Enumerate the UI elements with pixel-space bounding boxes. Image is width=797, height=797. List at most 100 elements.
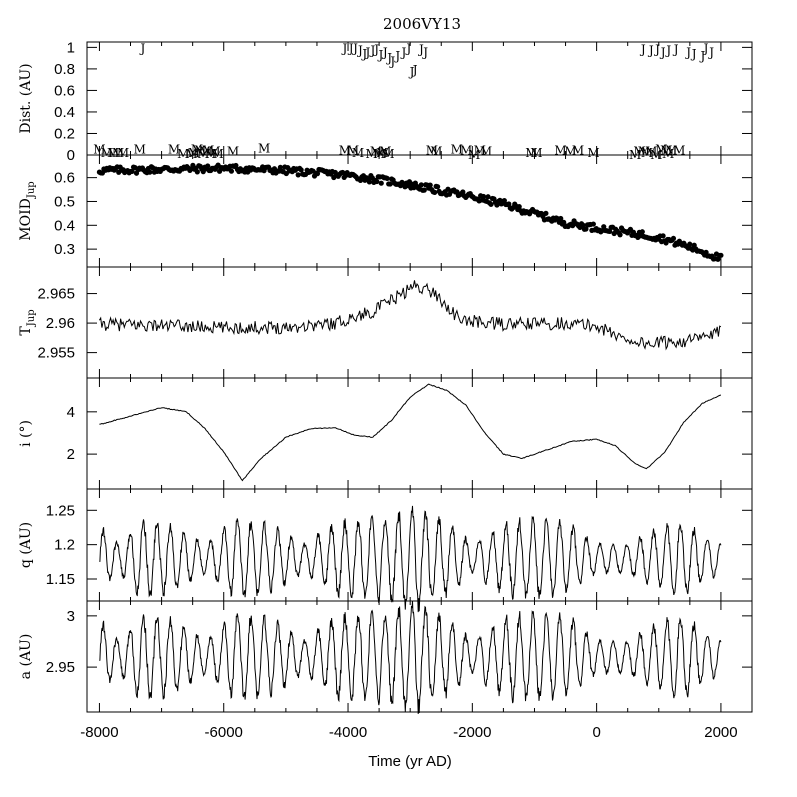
- panel-incl: 2 4 i (°): [18, 377, 753, 490]
- y-tick-label: 2.965: [37, 286, 75, 303]
- y-tick-label: 0.2: [54, 125, 75, 142]
- y-tick-label: 0.4: [54, 104, 75, 121]
- data-point-j: J: [647, 44, 654, 58]
- data-point-m: M: [352, 146, 364, 160]
- data-point-m: M: [134, 143, 146, 157]
- y-tick-label: 2.96: [46, 315, 75, 332]
- data-point: [660, 233, 666, 239]
- data-point-j: J: [388, 54, 395, 68]
- data-point-j: J: [356, 44, 363, 58]
- data-point-j: J: [664, 44, 671, 58]
- data-point-j: J: [405, 41, 412, 55]
- panel-frame: [86, 377, 753, 490]
- data-point-j: J: [684, 46, 691, 60]
- y-axis-label: i (°): [18, 420, 34, 447]
- data-point-m: M: [365, 147, 377, 161]
- data-point-j: J: [347, 41, 354, 55]
- data-point: [670, 235, 677, 242]
- data-point-j: J: [385, 51, 392, 65]
- data-point-j: J: [372, 42, 379, 56]
- y-tick-label: 4: [67, 404, 75, 421]
- data-point: [558, 215, 564, 222]
- x-tick-label: -6000: [205, 724, 243, 741]
- data-point-m: M: [191, 143, 203, 157]
- y-axis-label: MOIDJup: [18, 181, 37, 240]
- data-point: [421, 187, 427, 193]
- y-axis-label: Dist. (AU): [18, 63, 34, 133]
- y-axis-label: TJup: [18, 309, 37, 335]
- data-point: [387, 181, 393, 187]
- y-tick-label: 0.8: [54, 61, 75, 78]
- data-point: [129, 168, 135, 175]
- y-tick-label: 1: [67, 39, 75, 56]
- data-point-m: M: [641, 146, 653, 160]
- x-axis-label: Time (yr AD): [368, 753, 452, 770]
- data-point-m: M: [188, 146, 200, 160]
- panel-q: 1.15 1.2 1.25 q (AU): [18, 488, 753, 613]
- data-point-m: M: [197, 147, 209, 161]
- chart-title: 2006VY13: [383, 15, 461, 33]
- series-line: [99, 505, 722, 613]
- data-point-m: M: [373, 147, 385, 161]
- panel-frame: [86, 488, 753, 602]
- data-point-j: J: [417, 42, 424, 56]
- data-point-m: M: [660, 144, 672, 158]
- y-tick-label: 2.955: [37, 345, 75, 362]
- data-point-m: M: [460, 144, 472, 158]
- data-point: [607, 228, 613, 235]
- data-point-m: M: [382, 147, 394, 161]
- data-point: [233, 162, 239, 169]
- panel-a: 2.95 3 a (AU): [18, 600, 753, 715]
- data-point-m: M: [347, 144, 359, 158]
- data-point: [194, 169, 200, 175]
- data-point-m: M: [587, 146, 599, 160]
- data-point-m: M: [101, 146, 113, 160]
- data-point: [205, 163, 211, 169]
- data-point: [583, 226, 589, 232]
- y-axis-label-subscript: Jup: [26, 181, 37, 199]
- data-point: [580, 222, 586, 228]
- data-point: [427, 182, 433, 188]
- y-tick-label: 1.15: [46, 571, 75, 588]
- data-point-m: M: [205, 147, 217, 161]
- series-line: [98, 280, 722, 351]
- y-tick-label: 2.95: [46, 659, 75, 676]
- data-point: [501, 198, 507, 204]
- data-point-m: M: [177, 147, 189, 161]
- x-tick-label: -2000: [453, 724, 491, 741]
- data-point-m: M: [572, 144, 584, 158]
- panel-frame: [86, 154, 753, 268]
- data-point-j: J: [653, 42, 660, 56]
- data-point-j: J: [341, 41, 348, 55]
- data-point-m: M: [451, 143, 463, 157]
- data-point: [543, 210, 549, 216]
- x-tick-label: 2000: [704, 724, 737, 741]
- data-point-j: J: [381, 46, 388, 60]
- data-point: [314, 171, 321, 177]
- y-axis-label: q (AU): [18, 522, 34, 568]
- data-point-m: M: [211, 147, 223, 161]
- data-point-j: J: [360, 47, 367, 61]
- data-point-m: M: [258, 141, 270, 155]
- data-point-m: M: [112, 146, 124, 160]
- series-line: [99, 600, 722, 715]
- data-point: [516, 203, 522, 210]
- data-point: [460, 189, 466, 195]
- data-point: [432, 189, 438, 195]
- data-point: [418, 182, 424, 188]
- data-point-m: M: [480, 145, 492, 159]
- y-axis-label: a (AU): [18, 634, 34, 680]
- y-tick-label: 0: [67, 147, 75, 164]
- data-point: [374, 178, 380, 185]
- data-point: [485, 194, 491, 200]
- data-point-m: M: [227, 145, 239, 159]
- data-point-j: J: [139, 41, 146, 55]
- data-point: [639, 229, 645, 235]
- data-point-m: M: [107, 146, 119, 160]
- data-point: [228, 168, 235, 174]
- data-point-m: M: [168, 143, 180, 157]
- data-point: [506, 201, 512, 207]
